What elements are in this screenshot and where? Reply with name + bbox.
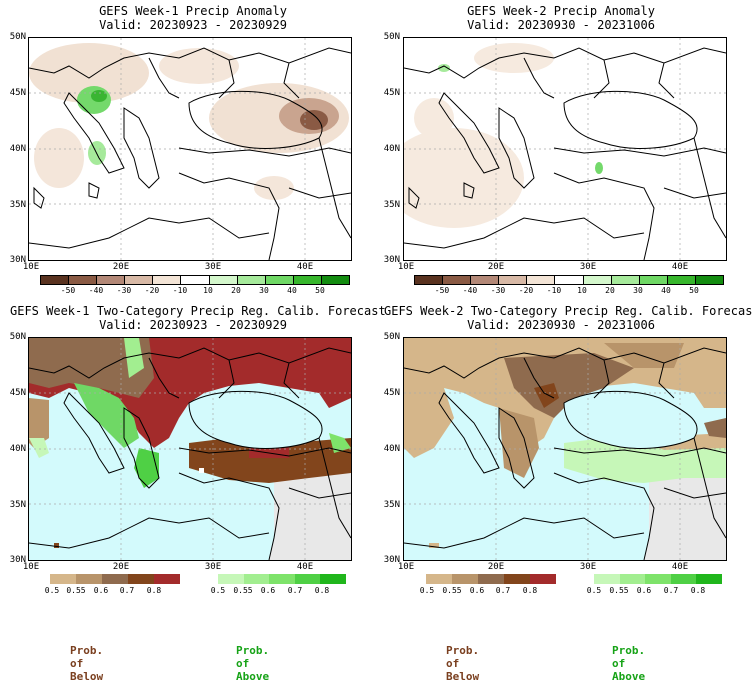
lat-label: 40N: [383, 444, 400, 454]
lon-label: 20E: [112, 562, 130, 572]
panel-valid-dates: Valid: 20230923 - 20230929: [99, 18, 287, 32]
map-week2-anomaly: [403, 37, 727, 261]
colorbar-label: -40: [462, 286, 478, 295]
lat-label: 50N: [383, 332, 400, 342]
panel-valid-dates: Valid: 20230923 - 20230929: [99, 318, 287, 332]
lat-label: 40N: [383, 144, 400, 154]
lon-label: 10E: [22, 562, 40, 572]
panel-title: GEFS Week-2 Precip Anomaly: [467, 4, 655, 18]
colorbar-label: 0.8: [146, 586, 162, 595]
colorbar-label: 0.7: [663, 586, 679, 595]
lon-label: 10E: [397, 262, 415, 272]
lat-label: 45N: [9, 88, 26, 98]
lat-label: 45N: [383, 88, 400, 98]
lon-label: 20E: [487, 262, 505, 272]
colorbar-label: -40: [88, 286, 104, 295]
lon-label: 30E: [204, 562, 222, 572]
colorbar-label: 0.7: [495, 586, 511, 595]
panel-title: GEFS Week-1 Precip Anomaly: [99, 4, 287, 18]
colorbar-label: 0.8: [314, 586, 330, 595]
colorbar-label: 0.55: [442, 586, 462, 595]
colorbar-label: 0.6: [260, 586, 276, 595]
lat-label: 40N: [9, 144, 26, 154]
lat-label: 45N: [383, 388, 400, 398]
colorbar-label: 20: [605, 286, 615, 295]
colorbar-label: 40: [661, 286, 671, 295]
colorbar-label: -50: [434, 286, 450, 295]
colorbar-label: 0.8: [690, 586, 706, 595]
map-week2-probability: [403, 337, 727, 561]
prob-above-colorbar: [594, 574, 722, 584]
colorbar-label: -50: [60, 286, 76, 295]
lon-label: 30E: [204, 262, 222, 272]
lat-label: 35N: [9, 500, 26, 510]
colorbar-label: 0.5: [210, 586, 226, 595]
colorbar-label: 0.55: [233, 586, 253, 595]
colorbar-label: 0.5: [419, 586, 435, 595]
lon-label: 40E: [671, 262, 689, 272]
lat-label: 30N: [9, 255, 26, 265]
colorbar-label: 40: [287, 286, 297, 295]
colorbar-label: 10: [203, 286, 213, 295]
colorbar-label: 0.5: [586, 586, 602, 595]
map-week1-probability: [28, 337, 352, 561]
anomaly-colorbar: [414, 275, 724, 285]
lat-label: 50N: [9, 32, 26, 42]
lat-label: 30N: [9, 555, 26, 565]
prob-below-label: Prob. of Below: [70, 644, 104, 683]
lon-label: 30E: [579, 262, 597, 272]
prob-above-colorbar: [218, 574, 346, 584]
panel-title: GEFS Week-1 Two-Category Precip Reg. Cal…: [10, 304, 386, 318]
colorbar-label: 0.6: [636, 586, 652, 595]
colorbar-label: 10: [577, 286, 587, 295]
colorbar-label: -20: [518, 286, 534, 295]
lon-label: 40E: [296, 262, 314, 272]
colorbar-label: 0.5: [44, 586, 60, 595]
lat-label: 30N: [383, 555, 400, 565]
colorbar-label: 0.55: [66, 586, 86, 595]
lon-label: 40E: [671, 562, 689, 572]
colorbar-label: 0.6: [93, 586, 109, 595]
colorbar-label: 20: [231, 286, 241, 295]
panel-valid-dates: Valid: 20230930 - 20231006: [467, 18, 655, 32]
prob-above-label: Prob. of Above: [236, 644, 270, 683]
prob-below-label: Prob. of Below: [446, 644, 480, 683]
colorbar-label: 50: [315, 286, 325, 295]
lon-label: 20E: [487, 562, 505, 572]
lat-label: 45N: [9, 388, 26, 398]
lat-label: 40N: [9, 444, 26, 454]
colorbar-label: 0.7: [287, 586, 303, 595]
colorbar-label: -30: [116, 286, 132, 295]
lon-label: 10E: [22, 262, 40, 272]
lon-label: 40E: [296, 562, 314, 572]
lat-label: 30N: [383, 255, 400, 265]
lon-label: 10E: [397, 562, 415, 572]
lat-label: 35N: [383, 200, 400, 210]
lon-label: 20E: [112, 262, 130, 272]
colorbar-label: 30: [259, 286, 269, 295]
colorbar-label: -30: [490, 286, 506, 295]
panel-valid-dates: Valid: 20230930 - 20231006: [467, 318, 655, 332]
lat-label: 35N: [383, 500, 400, 510]
lat-label: 50N: [9, 332, 26, 342]
prob-below-colorbar: [426, 574, 556, 584]
colorbar-label: -10: [172, 286, 188, 295]
colorbar-label: 0.8: [522, 586, 538, 595]
anomaly-colorbar: [40, 275, 350, 285]
lat-label: 35N: [9, 200, 26, 210]
colorbar-label: 0.55: [609, 586, 629, 595]
lon-label: 30E: [579, 562, 597, 572]
colorbar-label: 0.6: [469, 586, 485, 595]
prob-below-colorbar: [50, 574, 180, 584]
colorbar-label: 30: [633, 286, 643, 295]
panel-title: GEFS Week-2 Two-Category Precip Reg. Cal…: [384, 304, 752, 318]
lat-label: 50N: [383, 32, 400, 42]
map-week1-anomaly: [28, 37, 352, 261]
colorbar-label: 50: [689, 286, 699, 295]
colorbar-label: -20: [144, 286, 160, 295]
colorbar-label: -10: [546, 286, 562, 295]
colorbar-label: 0.7: [119, 586, 135, 595]
prob-above-label: Prob. of Above: [612, 644, 646, 683]
